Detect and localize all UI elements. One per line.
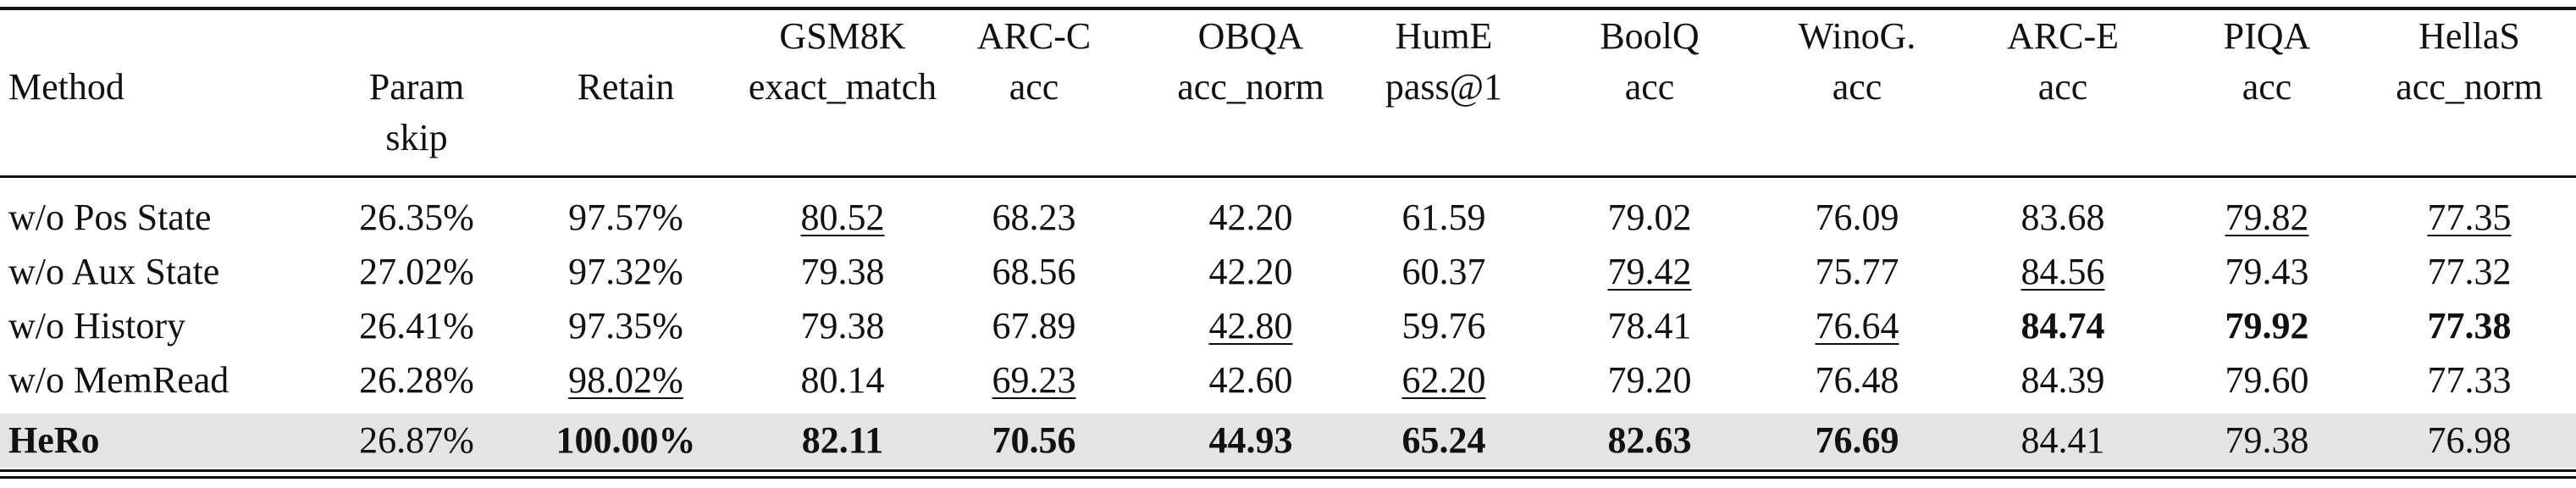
header-cell: skip: [385, 117, 448, 158]
table-cell: 76.09: [1815, 197, 1899, 238]
header-cell: ARC-E: [2007, 15, 2119, 57]
table-cell: 68.23: [992, 197, 1076, 238]
table-cell: 61.59: [1401, 197, 1486, 238]
header-cell: ARC-C: [976, 15, 1092, 57]
table-cell: 79.92: [2225, 305, 2309, 347]
header-cell: acc: [1009, 66, 1059, 108]
table-cell: 79.38: [2225, 419, 2309, 461]
table-cell: 97.35%: [568, 305, 683, 347]
table-cell: 70.56: [992, 419, 1076, 461]
table-cell: 65.24: [1401, 419, 1486, 461]
table-cell: 76.48: [1815, 359, 1899, 401]
table-cell: 97.57%: [568, 197, 683, 238]
bottom-rule: [0, 476, 2576, 479]
table-cell: 67.89: [992, 305, 1076, 347]
table-cell: 82.63: [1607, 419, 1692, 461]
table-cell: 69.23: [992, 359, 1076, 401]
table-cell: 75.77: [1815, 251, 1899, 292]
header-cell: Param: [368, 66, 465, 108]
table-cell: 84.74: [2020, 305, 2105, 347]
header-cell: HellaS: [2418, 15, 2520, 57]
table-cell: 83.68: [2020, 197, 2105, 238]
table-cell: 77.38: [2427, 305, 2512, 347]
header-cell: acc: [2037, 66, 2088, 108]
table-cell: 84.41: [2020, 419, 2105, 461]
header-cell: HumE: [1395, 15, 1493, 57]
table-cell: 98.02%: [568, 359, 683, 401]
table-cell: 42.20: [1208, 197, 1293, 238]
table-cell: 26.35%: [359, 197, 474, 238]
header-cell: acc_norm: [2396, 66, 2543, 108]
table-cell: 26.87%: [359, 419, 474, 461]
table-cell: 26.41%: [359, 305, 474, 347]
table-cell: 79.20: [1607, 359, 1692, 401]
header-cell: acc_norm: [1177, 66, 1324, 108]
table-cell: 84.39: [2020, 359, 2105, 401]
table-cell: 78.41: [1607, 305, 1692, 347]
table-cell: 42.20: [1208, 251, 1293, 292]
header-cell: Method: [8, 66, 124, 108]
header-cell: exact_match: [748, 66, 937, 108]
table-cell: 77.33: [2427, 359, 2512, 401]
header-cell: BoolQ: [1600, 15, 1700, 57]
table-cell: 80.52: [800, 197, 885, 238]
table-cell: 77.32: [2427, 251, 2512, 292]
table-cell: 62.20: [1401, 359, 1486, 401]
mid-rule: [0, 175, 2576, 178]
table-cell: 42.80: [1208, 305, 1293, 347]
header-cell: Retain: [577, 66, 675, 108]
header-cell: acc: [1832, 66, 1882, 108]
table-cell: 79.43: [2225, 251, 2309, 292]
table-cell: HeRo: [8, 419, 100, 461]
header-cell: GSM8K: [779, 15, 906, 57]
table-cell: 100.00%: [556, 419, 696, 461]
table-cell: w/o History: [8, 305, 185, 347]
table-cell: 97.32%: [568, 251, 683, 292]
table-cell: 77.35: [2427, 197, 2512, 238]
table-cell: 44.93: [1208, 419, 1293, 461]
table-cell: 79.38: [800, 305, 885, 347]
top-rule: [0, 7, 2576, 10]
header-cell: acc: [1624, 66, 1675, 108]
table-cell: 79.82: [2225, 197, 2309, 238]
header-cell: OBQA: [1197, 15, 1304, 57]
table-cell: 79.38: [800, 251, 885, 292]
table-cell: 79.60: [2225, 359, 2309, 401]
table-cell: 27.02%: [359, 251, 474, 292]
table-cell: w/o Pos State: [8, 197, 212, 238]
row-highlight: [0, 413, 2576, 468]
header-cell: PIQA: [2223, 15, 2311, 57]
table-cell: 82.11: [801, 419, 884, 461]
header-cell: WinoG.: [1798, 15, 1916, 57]
table-cell: 76.98: [2427, 419, 2512, 461]
table-cell: 59.76: [1401, 305, 1486, 347]
table-cell: 79.42: [1607, 251, 1692, 292]
table-cell: 42.60: [1208, 359, 1293, 401]
header-cell: pass@1: [1385, 66, 1503, 108]
table-cell: w/o MemRead: [8, 359, 229, 401]
table-cell: w/o Aux State: [8, 251, 220, 292]
table-cell: 80.14: [800, 359, 885, 401]
table-cell: 79.02: [1607, 197, 1692, 238]
table-cell: 68.56: [992, 251, 1076, 292]
bottom-rule: [0, 469, 2576, 472]
table-cell: 76.64: [1815, 305, 1899, 347]
table-cell: 84.56: [2020, 251, 2105, 292]
table-cell: 60.37: [1401, 251, 1486, 292]
header-cell: acc: [2242, 66, 2292, 108]
table-cell: 26.28%: [359, 359, 474, 401]
table-cell: 76.69: [1815, 419, 1899, 461]
